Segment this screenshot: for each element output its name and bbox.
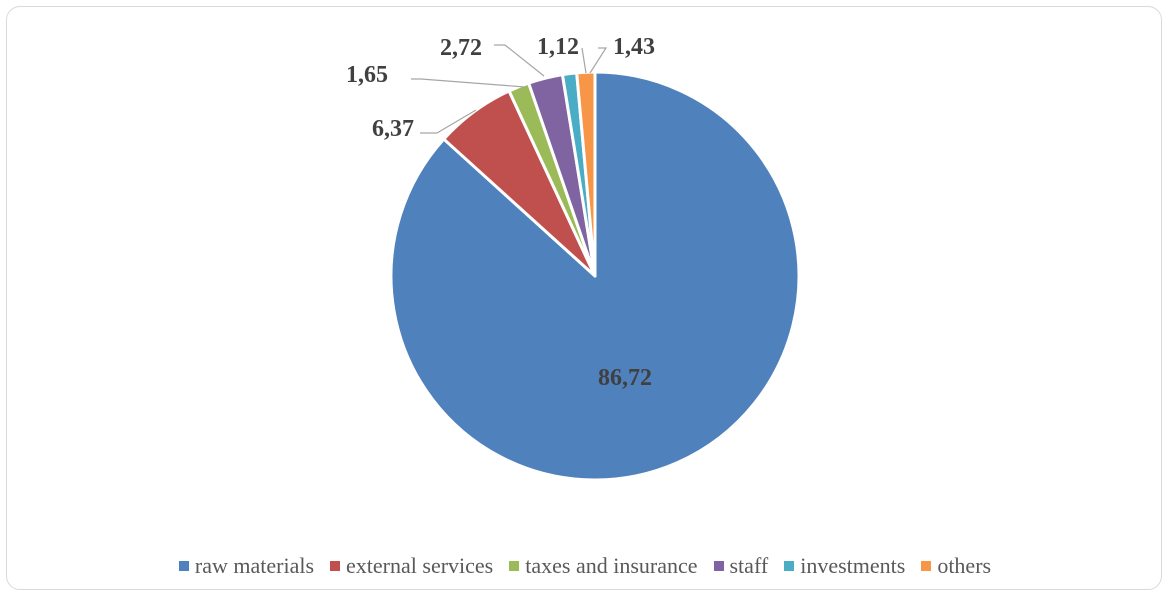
legend-item-external-services: external services xyxy=(330,553,493,579)
data-label-external-services: 6,37 xyxy=(372,116,414,142)
legend-label: external services xyxy=(346,553,494,578)
legend-label: others xyxy=(937,553,992,578)
legend-label: staff xyxy=(729,553,769,578)
leader-line-external-services xyxy=(420,109,477,134)
legend-item-taxes-and-insurance: taxes and insurance xyxy=(509,553,698,579)
data-label-raw-materials: 86,72 xyxy=(598,365,652,391)
data-label-staff: 2,72 xyxy=(440,35,482,61)
legend-item-others: others xyxy=(921,553,991,579)
legend-item-staff: staff xyxy=(713,553,769,579)
legend-label: investments xyxy=(800,553,906,578)
data-label-taxes-and-insurance: 1,65 xyxy=(346,62,388,88)
leader-line-taxes-and-insurance xyxy=(411,78,526,88)
legend-swatch xyxy=(784,561,795,571)
legend: raw materials external services taxes and … xyxy=(0,553,1170,579)
data-label-others: 1,43 xyxy=(613,34,655,60)
legend-item-investments: investments xyxy=(784,553,905,579)
data-label-investments: 1,12 xyxy=(537,34,579,60)
legend-item-raw-materials: raw materials xyxy=(178,553,315,579)
leader-line-others xyxy=(589,47,608,74)
legend-swatch xyxy=(330,561,341,571)
legend-swatch xyxy=(509,561,520,571)
legend-swatch xyxy=(713,561,724,571)
leader-line-investments xyxy=(581,47,587,74)
slices-layer xyxy=(389,70,801,482)
legend-swatch xyxy=(178,561,189,571)
leader-lines-layer xyxy=(411,44,608,134)
legend-swatch xyxy=(921,561,932,571)
leader-line-staff xyxy=(494,44,545,77)
legend-label: taxes and insurance xyxy=(525,553,698,578)
legend-label: raw materials xyxy=(194,553,315,578)
data-labels-layer: 86,72 6,37 1,65 2,72 1,12 1,43 xyxy=(346,34,655,391)
